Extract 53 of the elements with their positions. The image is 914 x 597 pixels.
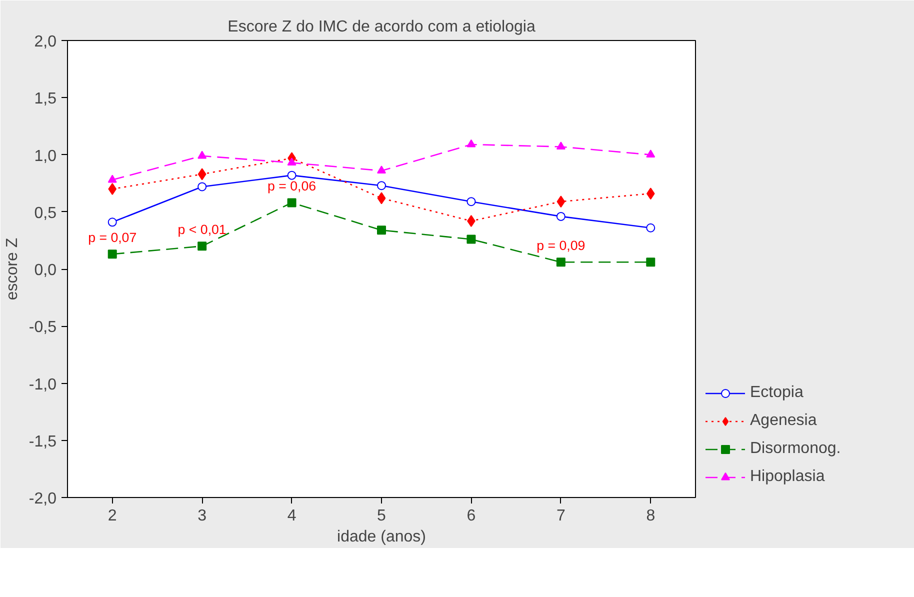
point xyxy=(108,218,117,227)
x-tick-label: 4 xyxy=(287,508,296,524)
point xyxy=(556,196,566,208)
annotation: p = 0,07 xyxy=(88,230,137,246)
legend-label: Ectopia xyxy=(750,384,804,402)
point xyxy=(198,182,207,192)
point xyxy=(287,198,296,208)
y-tick-label: 2,0 xyxy=(34,34,57,50)
x-tick-label: 3 xyxy=(198,508,207,524)
x-tick-label: 7 xyxy=(556,508,566,524)
y-tick-label: 0,0 xyxy=(34,262,57,279)
point xyxy=(646,223,656,232)
x-tick-label: 6 xyxy=(466,508,476,524)
point xyxy=(108,183,117,196)
annotation: p = 0,06 xyxy=(268,178,316,194)
legend-label: Hipoplasia xyxy=(750,468,825,486)
point xyxy=(646,188,655,200)
y-tick-label: -0,5 xyxy=(28,319,57,336)
legend-label: Disormonog. xyxy=(750,440,841,458)
point xyxy=(466,139,476,148)
point xyxy=(198,168,206,180)
point xyxy=(466,197,476,206)
point xyxy=(377,192,386,204)
x-axis-title: idade (anos) xyxy=(337,528,426,546)
legend-label: Agenesia xyxy=(750,412,817,430)
point xyxy=(377,181,386,190)
point xyxy=(556,258,566,267)
point xyxy=(108,250,117,259)
point xyxy=(556,142,566,150)
y-tick-label: -2,0 xyxy=(28,490,57,508)
point xyxy=(466,234,476,244)
y-tick-label: 1,5 xyxy=(34,90,57,108)
point xyxy=(646,258,656,267)
x-tick-label: 8 xyxy=(646,508,656,524)
point xyxy=(198,150,207,159)
point xyxy=(556,212,566,221)
point xyxy=(377,226,386,235)
point xyxy=(287,170,296,180)
y-axis-title: escore Z xyxy=(4,238,21,300)
point xyxy=(198,242,207,251)
point xyxy=(377,166,386,174)
annotation: p = 0,09 xyxy=(536,238,586,254)
y-tick-label: -1,0 xyxy=(28,376,57,394)
x-tick-label: 5 xyxy=(377,508,386,524)
point xyxy=(646,150,656,158)
y-tick-label: 0,5 xyxy=(34,204,57,222)
annotation: p < 0,01 xyxy=(178,222,226,238)
point xyxy=(287,158,296,166)
point xyxy=(108,174,117,183)
x-tick-label: 2 xyxy=(108,508,117,524)
y-tick-label: -1,5 xyxy=(28,433,57,450)
y-tick-label: 1,0 xyxy=(34,148,57,165)
chart-title: Escore Z do IMC de acordo com a etiologia xyxy=(228,18,536,36)
